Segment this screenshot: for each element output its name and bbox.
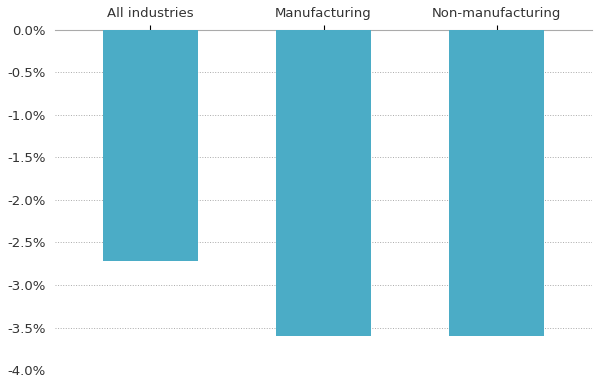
Bar	[276, 30, 371, 336]
Bar	[449, 30, 544, 336]
Bar	[103, 30, 198, 261]
